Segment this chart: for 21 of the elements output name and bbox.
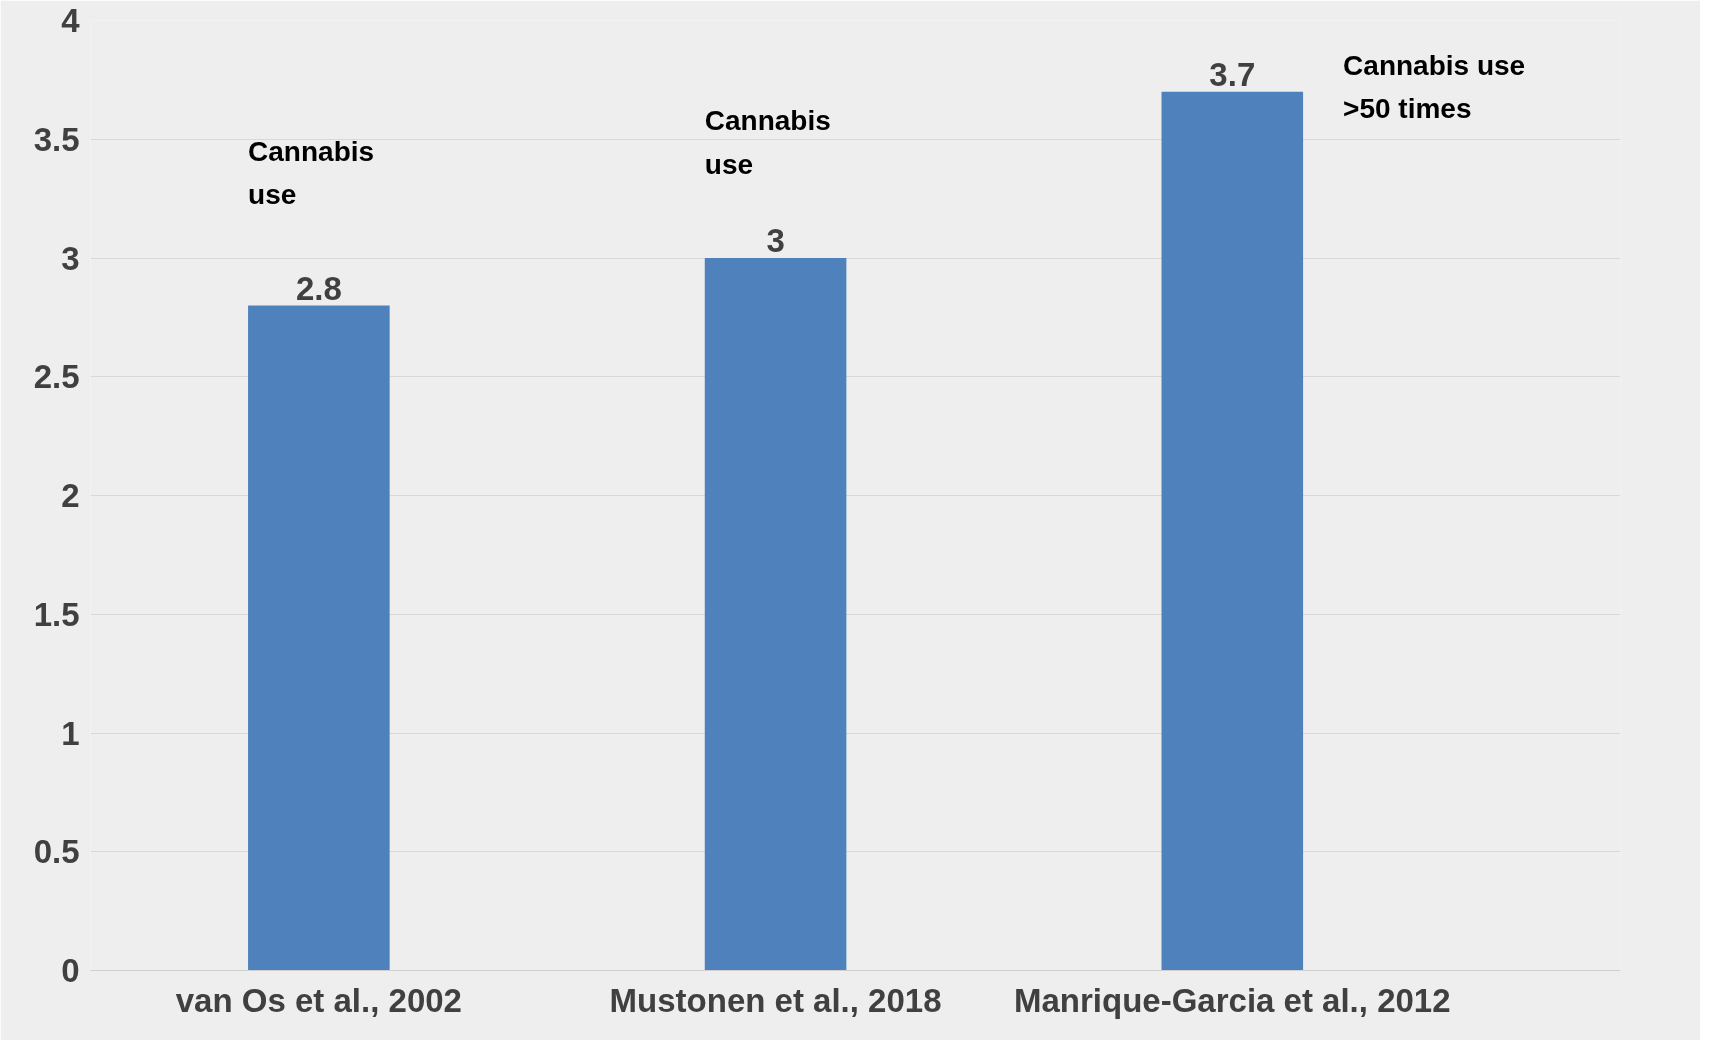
annotation: Cannabis use: [248, 136, 375, 211]
bar: [248, 305, 390, 971]
y-tick-label: 3: [61, 239, 80, 277]
y-tick-label: 0.5: [33, 833, 80, 871]
data-label: 3.7: [1209, 55, 1256, 93]
y-tick-label: 4: [61, 2, 81, 39]
y-tick-label: 1.5: [33, 595, 80, 633]
annotation: Cannabis use >50 times: [1343, 49, 1526, 125]
y-tick-label: 0: [61, 952, 80, 989]
y-tick-label: 1: [61, 714, 80, 752]
y-tick-label: 2.5: [33, 358, 80, 396]
y-tick-label: 3.5: [33, 120, 80, 158]
bar: [704, 258, 847, 971]
x-tick-label: Mustonen et al., 2018: [609, 981, 942, 1019]
x-tick-label: Manrique-Garcia et al., 2012: [1014, 981, 1451, 1019]
y-tick-label: 2: [61, 477, 80, 514]
data-label: 3: [766, 222, 785, 259]
x-tick-label: van Os et al., 2002: [175, 981, 462, 1019]
data-label: 2.8: [295, 269, 342, 307]
annotation: Cannabis use: [704, 105, 831, 180]
bar: [1161, 91, 1304, 971]
